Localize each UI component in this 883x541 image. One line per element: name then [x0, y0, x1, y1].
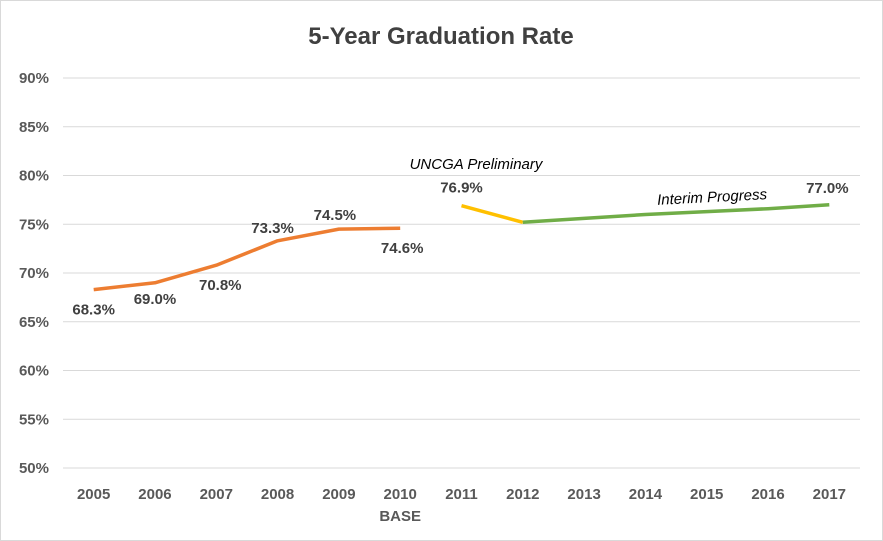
x-tick-label: 2014 — [629, 486, 663, 503]
series-line-3 — [522, 203, 830, 225]
data-label: 76.9% — [440, 180, 483, 197]
y-tick-label: 70% — [19, 265, 49, 282]
data-label: 69.0% — [134, 291, 177, 308]
y-axis-ticks: 50% 55% 60% 65% 70% 75% 80% 85% 90% — [19, 70, 49, 477]
x-tick-label: 2007 — [200, 486, 233, 503]
x-tick-base-label: BASE — [379, 508, 421, 525]
data-label: 70.8% — [199, 277, 242, 294]
annotation-uncga-preliminary: UNCGA Preliminary — [410, 156, 544, 173]
x-tick-label: 2015 — [690, 486, 723, 503]
x-tick-label: 2012 — [506, 486, 539, 503]
series-line-1 — [93, 226, 401, 292]
y-tick-label: 80% — [19, 168, 49, 185]
x-tick-label: 2009 — [322, 486, 355, 503]
y-tick-label: 60% — [19, 363, 49, 380]
y-tick-label: 85% — [19, 119, 49, 136]
y-tick-label: 50% — [19, 460, 49, 477]
x-tick-label: 2013 — [567, 486, 600, 503]
data-label: 74.6% — [381, 240, 424, 257]
x-tick-label: 2010 — [384, 486, 417, 503]
series-line-2 — [461, 204, 524, 224]
data-label: 68.3% — [72, 302, 115, 319]
y-tick-label: 55% — [19, 411, 49, 428]
y-tick-label: 75% — [19, 216, 49, 233]
x-tick-label: 2011 — [445, 486, 478, 503]
x-tick-label: 2008 — [261, 486, 294, 503]
series-lines — [93, 203, 830, 292]
y-tick-label: 65% — [19, 314, 49, 331]
x-tick-label: 2016 — [751, 486, 784, 503]
y-tick-label: 90% — [19, 70, 49, 87]
annotations: UNCGA Preliminary Interim Progress — [410, 156, 768, 209]
data-label: 73.3% — [251, 220, 294, 237]
data-label: 77.0% — [806, 180, 849, 197]
data-label: 74.5% — [314, 207, 357, 224]
x-axis-ticks: 2005 2006 2007 2008 2009 2010 2011 2012 2013 2014… — [77, 486, 846, 525]
x-tick-label: 2005 — [77, 486, 110, 503]
data-labels: 68.3% 69.0% 70.8% 73.3% 74.5% 74.6% 76.9% 77.0% — [72, 180, 848, 319]
x-tick-label: 2017 — [813, 486, 846, 503]
chart-title: 5-Year Graduation Rate — [308, 23, 573, 50]
annotation-interim-progress: Interim Progress — [657, 186, 768, 209]
gridlines — [63, 77, 860, 469]
x-tick-label: 2006 — [138, 486, 171, 503]
